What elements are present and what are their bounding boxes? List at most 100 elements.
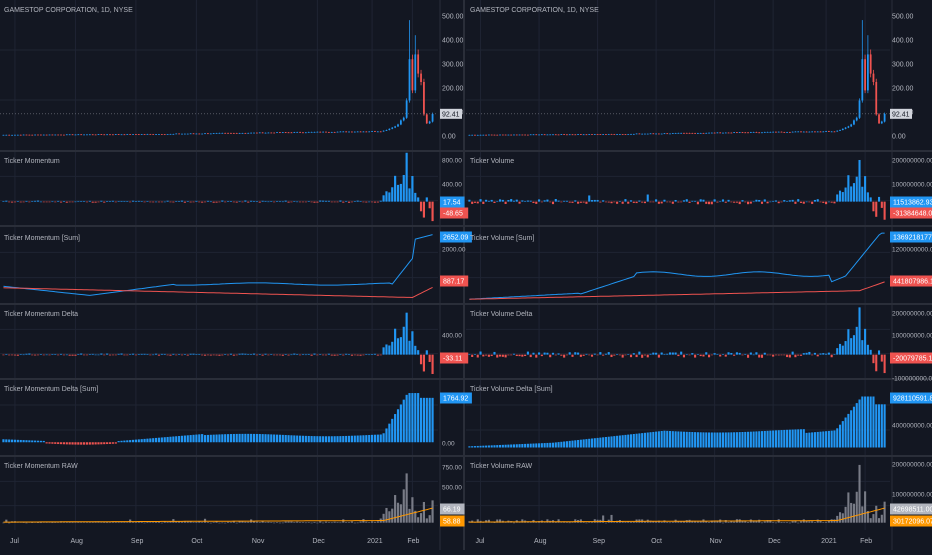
ticker-bar — [54, 201, 57, 203]
delta-bar — [696, 354, 699, 355]
price-candle — [394, 126, 397, 128]
ticker-bar — [671, 201, 674, 204]
deltasum-bar — [327, 436, 330, 443]
delta-bar — [399, 337, 402, 355]
ticker-bar — [696, 201, 699, 205]
value-badge — [440, 352, 469, 364]
raw-bar — [560, 522, 563, 523]
deltasum-bar — [738, 432, 741, 448]
ticker-bar — [844, 187, 847, 202]
ticker-bar — [861, 186, 864, 202]
ticker-bar — [568, 201, 571, 203]
delta-bar — [339, 354, 342, 355]
delta-bar — [635, 354, 638, 358]
ticker-bar — [68, 201, 71, 203]
delta-bar — [850, 338, 853, 355]
price-candle — [657, 133, 660, 135]
raw-bar — [402, 489, 405, 523]
delta-bar — [270, 354, 273, 355]
raw-bar — [391, 508, 394, 523]
delta-bar — [264, 353, 267, 355]
ticker-bar — [554, 199, 557, 202]
deltasum-bar — [660, 431, 663, 448]
raw-bar — [299, 522, 302, 523]
x-axis-label: Dec — [768, 538, 781, 545]
raw-bar — [574, 519, 577, 523]
ticker-bar — [819, 201, 822, 203]
ticker-bar — [585, 201, 588, 204]
delta-bar — [515, 354, 518, 357]
raw-bar — [766, 520, 769, 523]
ticker-bar — [515, 199, 518, 202]
deltasum-bar — [482, 445, 485, 448]
price-candle — [507, 134, 510, 136]
raw-bar — [602, 515, 605, 523]
sum-pane-volume: Ticker Volume [Sum] — [469, 232, 885, 300]
raw-bar — [255, 521, 258, 523]
ticker-bar — [788, 200, 791, 202]
raw-bar — [883, 501, 886, 523]
delta-bar — [408, 340, 411, 355]
delta-bar — [719, 354, 722, 357]
raw-bar — [408, 508, 411, 523]
ticker-bar — [19, 201, 22, 203]
raw-bar — [496, 519, 499, 523]
raw-pane-volume: Ticker Volume RAW — [468, 463, 886, 524]
delta-bar — [627, 354, 630, 355]
raw-bar — [716, 520, 719, 523]
deltasum-bar — [827, 430, 830, 448]
price-candle — [610, 134, 613, 135]
deltasum-bar — [852, 406, 855, 448]
delta-bar — [593, 353, 596, 355]
price-candle — [313, 131, 316, 133]
x-axis-label: Feb — [407, 538, 419, 545]
raw-bar — [172, 519, 175, 523]
delta-bar — [5, 354, 8, 355]
delta-bar — [638, 351, 641, 355]
price-candle — [652, 133, 655, 135]
deltasum-bar — [51, 442, 54, 444]
deltasum-bar — [850, 410, 853, 448]
price-last-badge — [890, 108, 912, 119]
delta-bar — [146, 354, 149, 355]
deltasum-bar — [428, 397, 431, 443]
value-badge-label: -48.65 — [443, 211, 463, 218]
price-candle — [699, 133, 702, 134]
deltasum-bar — [560, 441, 563, 448]
deltasum-bar — [36, 440, 40, 443]
price-candle — [238, 133, 241, 134]
price-candle — [362, 131, 365, 133]
deltasum-bar — [13, 439, 17, 443]
raw-bar — [699, 521, 702, 523]
price-candle — [74, 134, 77, 136]
ticker-bar — [663, 199, 666, 202]
raw-pane-momentum: Ticker Momentum RAW — [2, 463, 434, 524]
ticker-bar — [11, 201, 14, 203]
delta-bar — [172, 353, 175, 355]
raw-bar — [241, 521, 244, 523]
pane-title: Ticker Volume [Sum] — [470, 235, 534, 242]
raw-bar — [235, 522, 238, 524]
deltasum-bar — [267, 434, 270, 443]
price-candle — [685, 132, 688, 134]
deltasum-bar — [830, 430, 833, 448]
price-candle — [51, 134, 54, 136]
ticker-bar — [607, 201, 610, 203]
delta-bar — [347, 354, 351, 356]
delta-bar — [68, 354, 71, 356]
delta-bar — [713, 353, 716, 355]
delta-bar — [59, 353, 63, 355]
delta-bar — [368, 354, 371, 356]
raw-bar — [347, 522, 351, 523]
raw-bar — [155, 521, 158, 523]
delta-bar — [2, 354, 5, 356]
delta-bar — [590, 354, 594, 357]
price-candle — [677, 132, 680, 134]
deltasum-bar — [299, 435, 302, 443]
ticker-bar — [379, 200, 382, 202]
deltasum-bar — [212, 434, 215, 443]
deltasum-bar — [62, 442, 65, 445]
deltasum-bar — [25, 440, 28, 443]
